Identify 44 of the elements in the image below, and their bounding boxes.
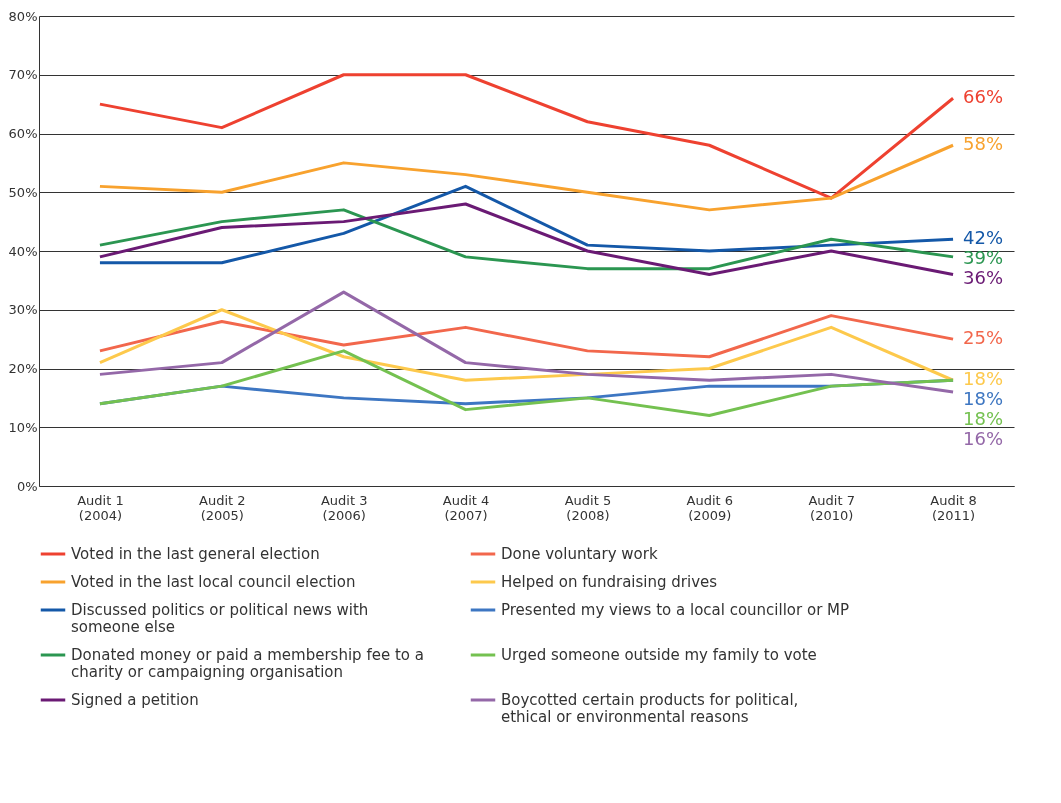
line-series [98,290,955,394]
x-tick-label: Audit 1 (2004) [77,492,124,523]
data-label: 42% [963,227,1004,249]
y-tick-label: 50% [8,184,38,200]
line-series [98,349,955,417]
x-tick-label: Audit 8 (2011) [930,492,977,523]
y-tick-label: 70% [8,67,38,83]
line-series [98,184,955,265]
legend-label: Donated money or paid a membership fee to a charity or campaigning organisation [71,646,424,681]
y-tick-label: 20% [8,361,38,376]
line-series [98,73,955,200]
data-label: 39% [963,247,1004,269]
legend-label: Voted in the last general election [71,545,320,563]
legend-label: Voted in the last local council election [71,573,356,591]
x-tick-label: Audit 7 (2010) [808,492,855,523]
data-label: 18% [963,408,1004,430]
line-series [98,143,955,212]
y-tick-label: 10% [8,419,38,435]
data-label: 25% [963,327,1004,349]
x-tick-label: Audit 6 (2009) [686,492,734,523]
legend-label: Helped on fundraising drives [501,573,718,591]
y-tick-label: 80% [8,8,38,24]
legend-label: Done voluntary work [501,545,658,563]
legend-label: Presented my views to a local councillor or MP [501,601,850,619]
legend-label: Boycotted certain products for political, ethical or environmental reasons [501,691,799,726]
data-label: 36% [963,267,1004,289]
x-tick-label: Audit 2 (2005) [199,492,246,523]
line-series [98,308,955,382]
y-tick-label: 40% [8,243,38,259]
data-label: 58% [963,133,1004,155]
x-tick-label: Audit 3 (2006) [320,492,368,523]
y-tick-label: 60% [8,126,38,141]
legend-label: Urged someone outside my family to vote [501,646,817,664]
data-label: 18% [963,368,1004,390]
data-label: 66% [963,86,1004,108]
data-label: 18% [963,388,1004,410]
line-series [98,314,955,359]
legend-label: Discussed politics or political news with someone else [71,601,369,636]
x-tick-label: Audit 4 (2007) [442,492,490,523]
x-tick-label: Audit 5 (2008) [564,492,612,523]
y-tick-label: 0% [16,478,38,494]
legend-label: Signed a petition [71,691,199,709]
data-label: 16% [963,428,1004,450]
y-tick-label: 30% [8,302,38,318]
